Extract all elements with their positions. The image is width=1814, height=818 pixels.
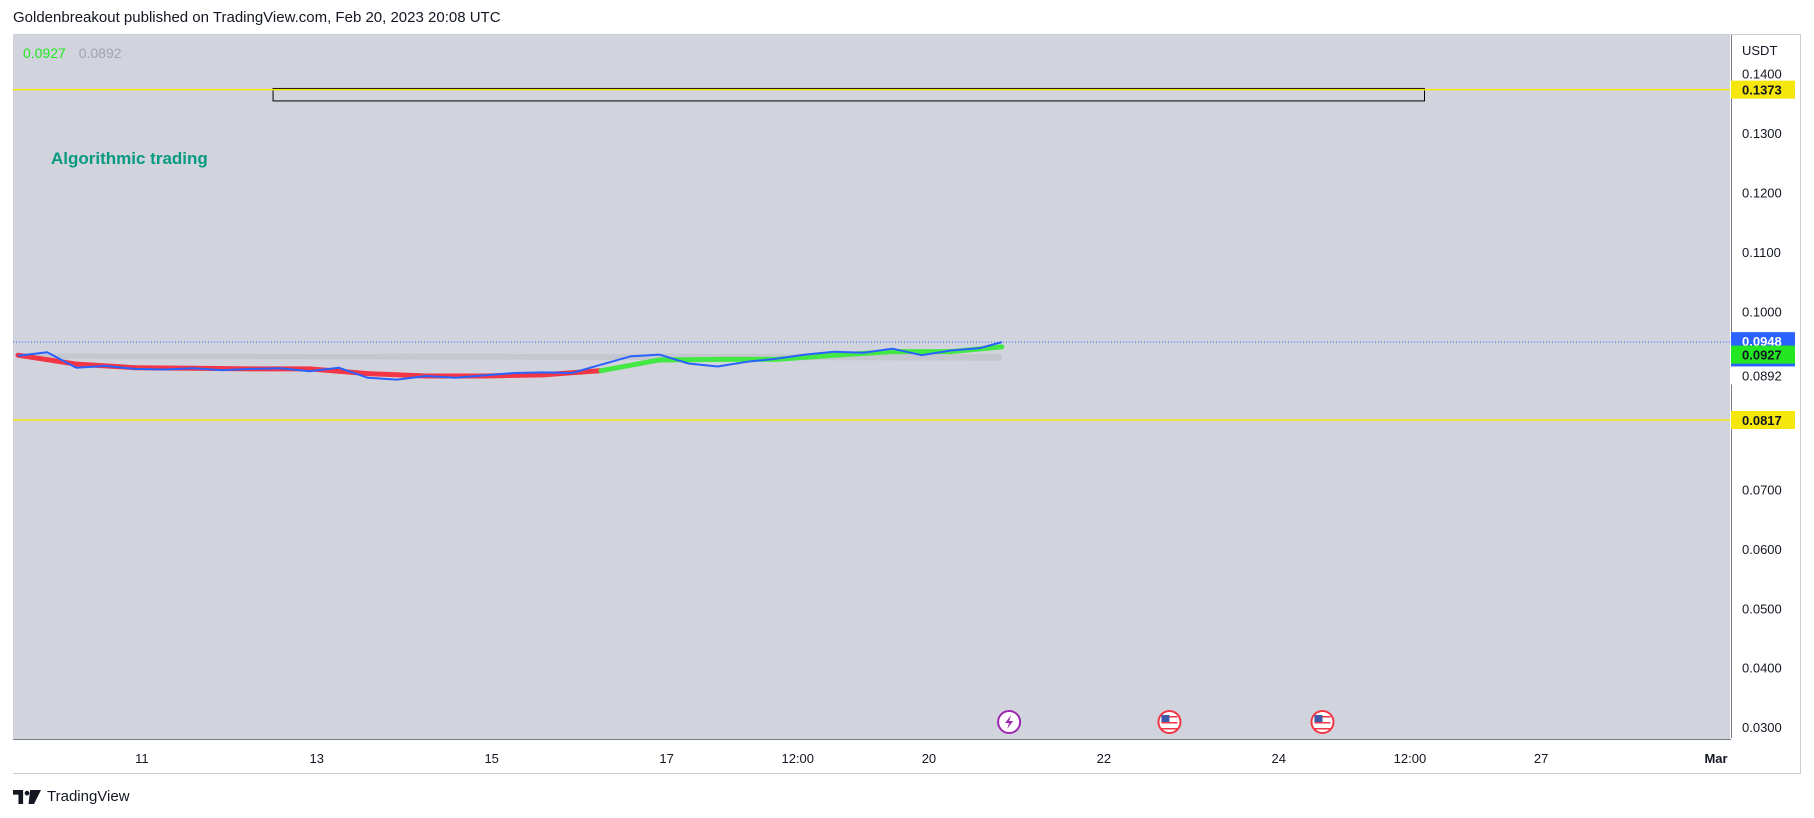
publish-header: Goldenbreakout published on TradingView.… — [13, 9, 501, 26]
time-tick-label: 13 — [310, 751, 324, 766]
time-tick-label: 12:00 — [781, 751, 814, 766]
ma-segment — [365, 371, 429, 379]
ma-segment — [656, 356, 721, 363]
level-label-0-bg — [1731, 80, 1795, 99]
ma-segment — [598, 357, 662, 374]
flag-stripe — [1314, 722, 1331, 724]
flag-stripe — [1314, 728, 1331, 730]
flag-stripe — [1161, 722, 1178, 724]
price-tick-label: 0.0300 — [1742, 720, 1782, 735]
price-tick-label: 0.0700 — [1742, 482, 1782, 497]
flag-stripe — [1161, 728, 1178, 730]
time-tick-label: Mar — [1704, 751, 1727, 766]
time-tick-label: 17 — [659, 751, 673, 766]
price-tick-label: 0.1300 — [1742, 126, 1782, 141]
time-tick-label: 27 — [1534, 751, 1548, 766]
flag-canton — [1161, 715, 1170, 722]
price-axis[interactable] — [1731, 35, 1800, 738]
annotation-label[interactable]: Algorithmic trading — [51, 149, 208, 168]
time-axis[interactable] — [13, 739, 1731, 773]
footer[interactable]: TradingView — [13, 788, 130, 805]
secondary-price-label: 0.0892 — [1742, 368, 1782, 383]
us-flag-icon[interactable] — [1157, 710, 1182, 734]
flag-stripe — [1161, 725, 1178, 727]
level-label-1: 0.0817 — [1742, 413, 1782, 428]
footer-brand: TradingView — [47, 788, 130, 805]
ma-price-label-bg — [1731, 345, 1795, 364]
ma-segment — [481, 372, 546, 379]
flag-canton — [1314, 715, 1323, 722]
price-tick-label: 0.0400 — [1742, 661, 1782, 676]
legend-value-primary: 0.0927 — [23, 45, 66, 61]
last-price-label: 0.0948 — [1742, 334, 1782, 349]
dividend-icon[interactable] — [997, 710, 1022, 734]
secondary-price-label-bg — [1731, 366, 1795, 385]
legend-value-secondary: 0.0892 — [78, 45, 122, 61]
tradingview-logo-icon — [13, 789, 41, 804]
time-tick-label: 15 — [484, 751, 498, 766]
us-flag-icon[interactable] — [1310, 710, 1335, 734]
time-tick-label: 11 — [135, 751, 149, 766]
price-tick-label: 0.0500 — [1742, 601, 1782, 616]
price-tick-label: 0.0600 — [1742, 542, 1782, 557]
drawn-rectangle — [272, 87, 1425, 102]
ma-segment — [773, 352, 837, 362]
time-tick-label: 24 — [1272, 751, 1286, 766]
plot-area[interactable] — [13, 35, 1730, 739]
time-tick-label: 22 — [1097, 751, 1111, 766]
level-label-0: 0.1373 — [1742, 83, 1782, 98]
price-tick-label: 0.1000 — [1742, 304, 1782, 319]
time-tick-label: 12:00 — [1394, 751, 1427, 766]
time-tick-label: 20 — [922, 751, 936, 766]
price-tick-label: 0.1400 — [1742, 67, 1782, 82]
lightning-icon — [1005, 715, 1014, 729]
axis-currency-label: USDT — [1742, 43, 1777, 58]
price-tick-label: 0.1200 — [1742, 185, 1782, 200]
price-tick-label: 0.1100 — [1742, 245, 1781, 260]
ma-price-label: 0.0927 — [1742, 348, 1782, 363]
level-label-1-bg — [1731, 410, 1795, 429]
price-line — [17, 341, 1003, 381]
legend: 0.0927 0.0892 — [23, 45, 131, 61]
flag-stripe — [1314, 725, 1331, 727]
